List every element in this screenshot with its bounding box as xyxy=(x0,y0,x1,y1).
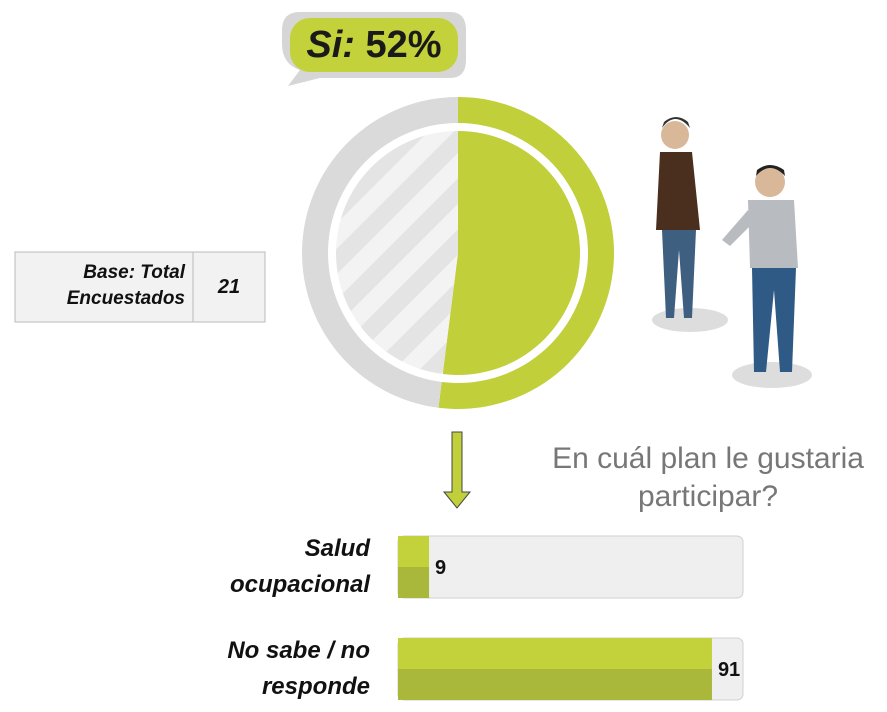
bar-value-label: 9 xyxy=(435,557,446,579)
arrow xyxy=(442,431,472,509)
bar-chart-title: En cuál plan le gustaria participar? xyxy=(552,442,864,513)
bar-category-label: No sabe / no responde xyxy=(227,637,370,700)
base-table xyxy=(14,251,266,323)
bubble-text: Si: 52% xyxy=(290,18,458,72)
bar xyxy=(398,536,430,598)
base-value: 21 xyxy=(217,276,241,298)
bar-value-label: 91 xyxy=(718,659,740,681)
people-illustration xyxy=(652,117,812,388)
bar-track xyxy=(397,535,744,599)
bubble xyxy=(290,18,458,72)
donut-value-label: 52% xyxy=(365,24,442,66)
donut-ring-segment xyxy=(438,97,614,409)
donut-inner-segment xyxy=(442,131,580,375)
donut-inner-segment xyxy=(335,131,458,375)
bar-category-label: Salud ocupacional xyxy=(229,535,370,598)
donut-ring-segment xyxy=(301,97,458,408)
base-label: Base: Total Encuestados xyxy=(66,262,185,309)
bar xyxy=(398,638,712,700)
donut-label: Si: xyxy=(306,24,355,66)
